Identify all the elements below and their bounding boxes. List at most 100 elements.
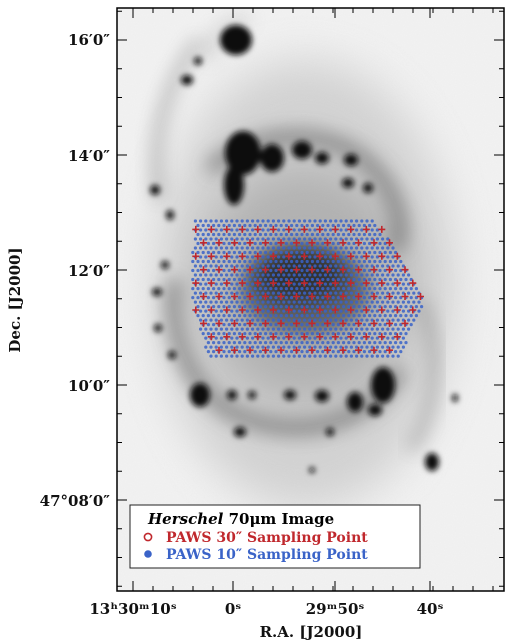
herschel-70um-image bbox=[117, 8, 504, 591]
paws-10-point bbox=[225, 318, 229, 322]
paws-10-point bbox=[204, 228, 208, 232]
paws-10-point bbox=[245, 327, 249, 331]
paws-10-point bbox=[222, 223, 226, 228]
paws-10-point bbox=[201, 232, 205, 237]
paws-10-point bbox=[295, 277, 299, 282]
paws-10-point bbox=[212, 296, 216, 300]
paws-10-point bbox=[342, 223, 346, 228]
paws-30-point bbox=[277, 266, 285, 274]
paws-10-point bbox=[323, 282, 327, 286]
paws-10-point bbox=[232, 277, 236, 282]
paws-10-point bbox=[227, 250, 231, 255]
paws-10-point bbox=[318, 264, 322, 268]
paws-30-point bbox=[269, 333, 277, 341]
paws-10-point bbox=[243, 250, 247, 255]
paws-30-point bbox=[277, 293, 285, 300]
paws-10-point bbox=[248, 341, 252, 345]
paws-10-point bbox=[284, 232, 288, 237]
x-tick-label: 40ˢ bbox=[417, 600, 444, 618]
paws-10-point bbox=[347, 268, 351, 273]
paws-10-point bbox=[287, 318, 291, 322]
paws-10-point bbox=[300, 350, 304, 354]
paws-10-point bbox=[313, 282, 317, 286]
paws-10-point bbox=[375, 237, 379, 241]
paws-10-point bbox=[219, 237, 223, 241]
paws-10-point bbox=[214, 309, 218, 313]
paws-10-point bbox=[308, 354, 312, 358]
paws-10-point bbox=[404, 277, 408, 282]
paws-10-point bbox=[287, 291, 291, 295]
paws-10-point bbox=[321, 250, 325, 255]
paws-10-point bbox=[305, 232, 309, 237]
paws-10-point bbox=[238, 323, 242, 327]
paws-10-point bbox=[357, 223, 361, 228]
paws-10-point bbox=[206, 277, 210, 282]
paws-10-point bbox=[287, 327, 291, 331]
paws-10-point bbox=[326, 332, 330, 336]
paws-10-point bbox=[401, 327, 405, 331]
paws-10-point bbox=[365, 246, 369, 250]
paws-30-point bbox=[324, 346, 331, 354]
paws-30-point bbox=[231, 293, 238, 300]
paws-10-point bbox=[339, 282, 343, 286]
paws-10-point bbox=[329, 264, 333, 268]
paws-10-point bbox=[230, 291, 234, 295]
paws-10-point bbox=[355, 318, 359, 322]
paws-10-point bbox=[222, 277, 226, 282]
paws-10-point bbox=[284, 268, 288, 273]
paws-10-point bbox=[368, 232, 372, 237]
paws-10-point bbox=[284, 223, 288, 228]
paws-10-point bbox=[334, 291, 338, 295]
paws-10-point bbox=[378, 314, 382, 318]
paws-10-point bbox=[370, 237, 374, 241]
paws-10-point bbox=[245, 237, 249, 241]
paws-10-point bbox=[318, 318, 322, 322]
paws-10-point bbox=[199, 219, 203, 223]
paws-10-point bbox=[349, 327, 353, 331]
paws-30-point bbox=[262, 266, 269, 274]
paws-10-point bbox=[352, 250, 356, 255]
paws-30-point bbox=[316, 306, 324, 314]
paws-10-point bbox=[391, 264, 395, 268]
paws-10-point bbox=[196, 232, 200, 237]
paws-10-point bbox=[310, 305, 314, 309]
paws-10-point bbox=[290, 232, 294, 237]
paws-10-point bbox=[404, 314, 408, 318]
paws-10-point bbox=[352, 323, 356, 327]
paws-10-point bbox=[199, 264, 203, 268]
paws-10-point bbox=[355, 273, 359, 277]
paws-10-point bbox=[388, 341, 392, 345]
paws-10-point bbox=[386, 291, 390, 295]
paws-10-point bbox=[191, 277, 195, 282]
paws-10-point bbox=[209, 300, 213, 304]
paws-30-point bbox=[378, 252, 386, 260]
paws-10-point bbox=[370, 219, 374, 223]
paws-10-point bbox=[282, 345, 286, 349]
paws-10-point bbox=[378, 232, 382, 237]
paws-10-point bbox=[370, 246, 374, 250]
paws-10-point bbox=[329, 228, 333, 232]
paws-10-point bbox=[303, 219, 307, 223]
paws-10-point bbox=[230, 336, 234, 340]
paws-10-point bbox=[391, 300, 395, 304]
paws-10-point bbox=[230, 264, 234, 268]
paws-10-point bbox=[399, 305, 403, 309]
paws-10-point bbox=[357, 332, 361, 336]
paws-10-point bbox=[313, 318, 317, 322]
paws-10-point bbox=[331, 332, 335, 336]
paws-30-point bbox=[246, 293, 254, 300]
paws-10-point bbox=[225, 327, 229, 331]
paws-10-point bbox=[347, 332, 351, 336]
paws-10-point bbox=[269, 277, 273, 282]
paws-10-point bbox=[196, 268, 200, 273]
plot-frame bbox=[116, 7, 505, 592]
paws-10-point bbox=[274, 332, 278, 336]
paws-10-point bbox=[329, 237, 333, 241]
paws-10-point bbox=[235, 327, 239, 331]
paws-10-point bbox=[391, 345, 395, 349]
paws-10-point bbox=[196, 305, 200, 309]
paws-10-point bbox=[204, 318, 208, 322]
paws-10-point bbox=[269, 268, 273, 273]
paws-10-point bbox=[368, 296, 372, 300]
paws-10-point bbox=[297, 282, 301, 286]
